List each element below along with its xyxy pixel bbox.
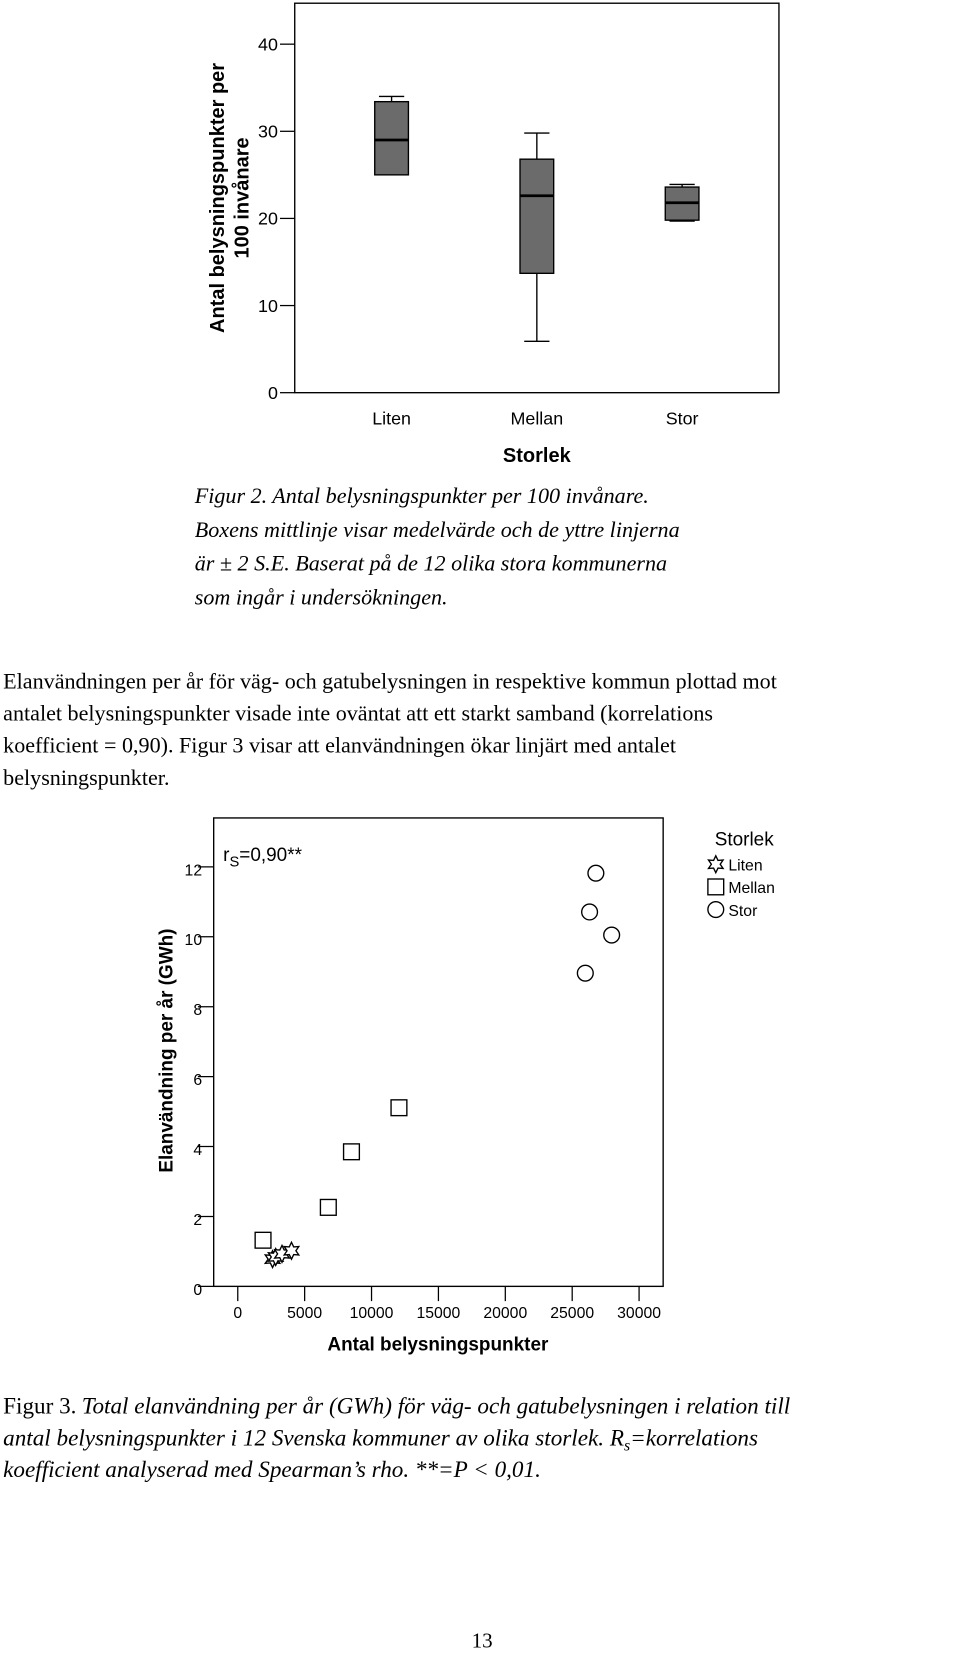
y-tick-label: 0	[268, 383, 278, 403]
y-tick-label: 8	[193, 1002, 202, 1019]
annotation-text: =0,90**	[239, 845, 302, 866]
x-tick-label: Liten	[372, 408, 411, 428]
y-tick-label: 0	[193, 1282, 202, 1299]
caption-text: =korrelations	[630, 1425, 758, 1451]
y-tick-label: 10	[185, 932, 203, 949]
legend-marker	[707, 900, 725, 919]
box-group	[664, 183, 700, 222]
x-tick-label: 25000	[550, 1305, 594, 1322]
page-number: 13	[472, 1628, 493, 1652]
y-tick-label: 30	[258, 122, 278, 142]
y-axis-label: Antal belysningspunkter per	[207, 63, 229, 333]
series-star	[263, 1240, 301, 1270]
box	[374, 100, 410, 176]
data-point	[282, 1240, 301, 1261]
plot-frame	[294, 2, 780, 394]
x-tick-label: Stor	[666, 408, 699, 428]
data-point	[319, 1198, 337, 1216]
legend-label: Mellan	[728, 880, 774, 897]
caption-subscript: s	[624, 1438, 630, 1455]
data-point	[581, 903, 599, 921]
annotation: rS=0,90**	[223, 845, 302, 870]
legend-title: Storlek	[715, 829, 774, 850]
x-axis-label: Storlek	[503, 445, 572, 467]
data-point	[587, 864, 605, 882]
figure-caption: Figur 3. Total elanvändning per år (GWh) …	[3, 1394, 790, 1420]
legend-label: Liten	[728, 858, 762, 875]
figure-caption: antal belysningspunkter i 12 Svenska kom…	[3, 1425, 758, 1454]
x-tick-label: 20000	[483, 1305, 527, 1322]
x-tick-label: 5000	[287, 1305, 322, 1322]
figure-caption: koefficient analyserad med Spearman’s rh…	[3, 1457, 541, 1483]
x-tick-label: 15000	[416, 1305, 460, 1322]
plot-frame	[212, 817, 664, 1288]
data-point	[342, 1143, 361, 1161]
figure-caption: Boxens mittlinje visar medelvärde och de…	[195, 517, 680, 542]
body-text: belysningspunkter.	[3, 765, 169, 790]
y-tick-label: 12	[185, 862, 203, 879]
y-axis-label: Elanvändning per år (GWh)	[157, 929, 178, 1173]
annotation-subscript: S	[229, 854, 239, 870]
x-tick-label: 30000	[617, 1305, 661, 1322]
legend-marker	[707, 854, 725, 875]
y-tick-label: 20	[258, 209, 278, 229]
x-axis-label: Antal belysningspunkter	[327, 1335, 549, 1356]
data-point	[390, 1099, 408, 1117]
y-tick-label: 6	[193, 1072, 202, 1089]
figure-caption: Figur 2. Antal belysningspunkter per 100…	[194, 483, 649, 508]
data-point	[603, 926, 621, 944]
y-tick-label: 4	[193, 1142, 202, 1159]
series-circle	[576, 864, 621, 982]
legend-marker	[707, 878, 725, 896]
series-square	[254, 1099, 408, 1249]
y-axis-label: 100 invånare	[230, 137, 253, 258]
data-point	[254, 1231, 272, 1249]
x-tick-label: 0	[233, 1305, 242, 1322]
x-tick-label: 10000	[350, 1305, 394, 1322]
annotation-text: r	[223, 845, 229, 866]
legend-label: Stor	[728, 903, 757, 920]
caption-text: Total elanvändning per år (GWh) för väg-…	[82, 1394, 791, 1420]
box-group	[374, 95, 410, 176]
figure-caption: som ingår i undersökningen.	[195, 584, 448, 609]
y-tick-label: 40	[258, 34, 278, 54]
data-point	[576, 964, 594, 982]
figure-caption: är ± 2 S.E. Baserat på de 12 olika stora…	[195, 551, 667, 576]
body-text: antalet belysningspunkter visade inte ov…	[3, 701, 713, 726]
caption-text: antal belysningspunkter i 12 Svenska kom…	[3, 1425, 624, 1451]
body-text: koefficient = 0,90). Figur 3 visar att e…	[3, 733, 677, 758]
y-tick-label: 2	[193, 1212, 202, 1229]
box	[519, 158, 555, 274]
caption-label: Figur 3.	[3, 1394, 76, 1420]
y-tick-label: 10	[258, 296, 278, 316]
box-group	[519, 132, 555, 342]
body-text: Elanvändningen per år för väg- och gatub…	[3, 668, 778, 693]
x-tick-label: Mellan	[511, 408, 564, 428]
